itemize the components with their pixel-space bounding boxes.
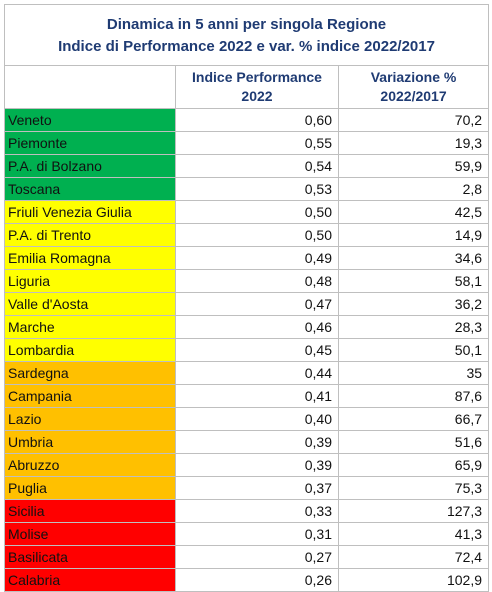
region-cell: Valle d'Aosta <box>4 292 176 316</box>
table-row: Veneto 0,60 70,2 <box>4 108 490 132</box>
variation-cell: 59,9 <box>337 154 490 178</box>
variation-cell: 34,6 <box>337 246 490 270</box>
region-cell: Lazio <box>4 407 176 431</box>
table-row: Calabria 0,26 102,9 <box>4 568 490 592</box>
header-variation-line-2: 2022/2017 <box>380 88 447 104</box>
index-cell: 0,53 <box>175 177 339 201</box>
index-cell: 0,60 <box>175 108 339 132</box>
index-cell: 0,48 <box>175 269 339 293</box>
table-title: Dinamica in 5 anni per singola Regione I… <box>3 4 490 66</box>
variation-cell: 51,6 <box>337 430 490 454</box>
region-cell: P.A. di Bolzano <box>4 154 176 178</box>
region-cell: Lombardia <box>4 338 176 362</box>
header-region <box>4 65 176 109</box>
table-row: Molise 0,31 41,3 <box>4 522 490 546</box>
region-cell: Sardegna <box>4 361 176 385</box>
index-cell: 0,33 <box>175 499 339 523</box>
region-cell: Umbria <box>4 430 176 454</box>
variation-cell: 58,1 <box>337 269 490 293</box>
variation-cell: 2,8 <box>337 177 490 201</box>
table-row: Sicilia 0,33 127,3 <box>4 499 490 523</box>
table-row: Marche 0,46 28,3 <box>4 315 490 339</box>
table-row: Liguria 0,48 58,1 <box>4 269 490 293</box>
index-cell: 0,50 <box>175 223 339 247</box>
index-cell: 0,46 <box>175 315 339 339</box>
table-row: Toscana 0,53 2,8 <box>4 177 490 201</box>
table-row: Abruzzo 0,39 65,9 <box>4 453 490 477</box>
index-cell: 0,31 <box>175 522 339 546</box>
table-row: Sardegna 0,44 35 <box>4 361 490 385</box>
region-cell: Basilicata <box>4 545 176 569</box>
region-cell: Sicilia <box>4 499 176 523</box>
variation-cell: 50,1 <box>337 338 490 362</box>
table-title-row: Dinamica in 5 anni per singola Regione I… <box>3 4 490 66</box>
index-cell: 0,40 <box>175 407 339 431</box>
title-line-1: Dinamica in 5 anni per singola Regione <box>106 16 387 33</box>
table-row: Puglia 0,37 75,3 <box>4 476 490 500</box>
region-cell: Piemonte <box>4 131 176 155</box>
table-row: Emilia Romagna 0,49 34,6 <box>4 246 490 270</box>
index-cell: 0,54 <box>175 154 339 178</box>
title-line-2: Indice di Performance 2022 e var. % indi… <box>58 38 435 55</box>
header-index-line-2: 2022 <box>241 88 273 104</box>
region-cell: Liguria <box>4 269 176 293</box>
table-row: Piemonte 0,55 19,3 <box>4 131 490 155</box>
region-cell: Molise <box>4 522 176 546</box>
index-cell: 0,27 <box>175 545 339 569</box>
table-row: Valle d'Aosta 0,47 36,2 <box>4 292 490 316</box>
region-cell: Marche <box>4 315 176 339</box>
region-cell: Friuli Venezia Giulia <box>4 200 176 224</box>
variation-cell: 102,9 <box>337 568 490 592</box>
region-cell: Campania <box>4 384 176 408</box>
index-cell: 0,44 <box>175 361 339 385</box>
variation-cell: 35 <box>337 361 490 385</box>
region-cell: Emilia Romagna <box>4 246 176 270</box>
header-variation: Variazione % 2022/2017 <box>337 65 490 109</box>
header-index: Indice Performance 2022 <box>175 65 339 109</box>
variation-cell: 42,5 <box>337 200 490 224</box>
variation-cell: 14,9 <box>337 223 490 247</box>
index-cell: 0,49 <box>175 246 339 270</box>
region-cell: Toscana <box>4 177 176 201</box>
table-row: Lazio 0,40 66,7 <box>4 407 490 431</box>
table-row: Friuli Venezia Giulia 0,50 42,5 <box>4 200 490 224</box>
index-cell: 0,50 <box>175 200 339 224</box>
variation-cell: 75,3 <box>337 476 490 500</box>
variation-cell: 70,2 <box>337 108 490 132</box>
region-cell: Calabria <box>4 568 176 592</box>
index-cell: 0,45 <box>175 338 339 362</box>
variation-cell: 87,6 <box>337 384 490 408</box>
variation-cell: 36,2 <box>337 292 490 316</box>
region-cell: Puglia <box>4 476 176 500</box>
table-row: Umbria 0,39 51,6 <box>4 430 490 454</box>
header-index-line-1: Indice Performance <box>192 69 322 85</box>
index-cell: 0,47 <box>175 292 339 316</box>
variation-cell: 127,3 <box>337 499 490 523</box>
index-cell: 0,41 <box>175 384 339 408</box>
variation-cell: 72,4 <box>337 545 490 569</box>
variation-cell: 19,3 <box>337 131 490 155</box>
region-cell: Veneto <box>4 108 176 132</box>
index-cell: 0,37 <box>175 476 339 500</box>
table-row: Campania 0,41 87,6 <box>4 384 490 408</box>
table-row: P.A. di Bolzano 0,54 59,9 <box>4 154 490 178</box>
region-cell: Abruzzo <box>4 453 176 477</box>
index-cell: 0,26 <box>175 568 339 592</box>
variation-cell: 41,3 <box>337 522 490 546</box>
regional-performance-table: Dinamica in 5 anni per singola Regione I… <box>3 4 490 592</box>
variation-cell: 66,7 <box>337 407 490 431</box>
table-row: P.A. di Trento 0,50 14,9 <box>4 223 490 247</box>
table-body: Veneto 0,60 70,2 Piemonte 0,55 19,3 P.A. di Bo… <box>4 108 490 592</box>
header-row: Indice Performance 2022 Variazione % 202… <box>4 65 490 109</box>
header-variation-line-1: Variazione % <box>370 69 457 85</box>
table-row: Lombardia 0,45 50,1 <box>4 338 490 362</box>
index-cell: 0,39 <box>175 430 339 454</box>
index-cell: 0,55 <box>175 131 339 155</box>
table-row: Basilicata 0,27 72,4 <box>4 545 490 569</box>
index-cell: 0,39 <box>175 453 339 477</box>
variation-cell: 28,3 <box>337 315 490 339</box>
region-cell: P.A. di Trento <box>4 223 176 247</box>
variation-cell: 65,9 <box>337 453 490 477</box>
regional-performance-table-container: Dinamica in 5 anni per singola Regione I… <box>3 4 490 592</box>
